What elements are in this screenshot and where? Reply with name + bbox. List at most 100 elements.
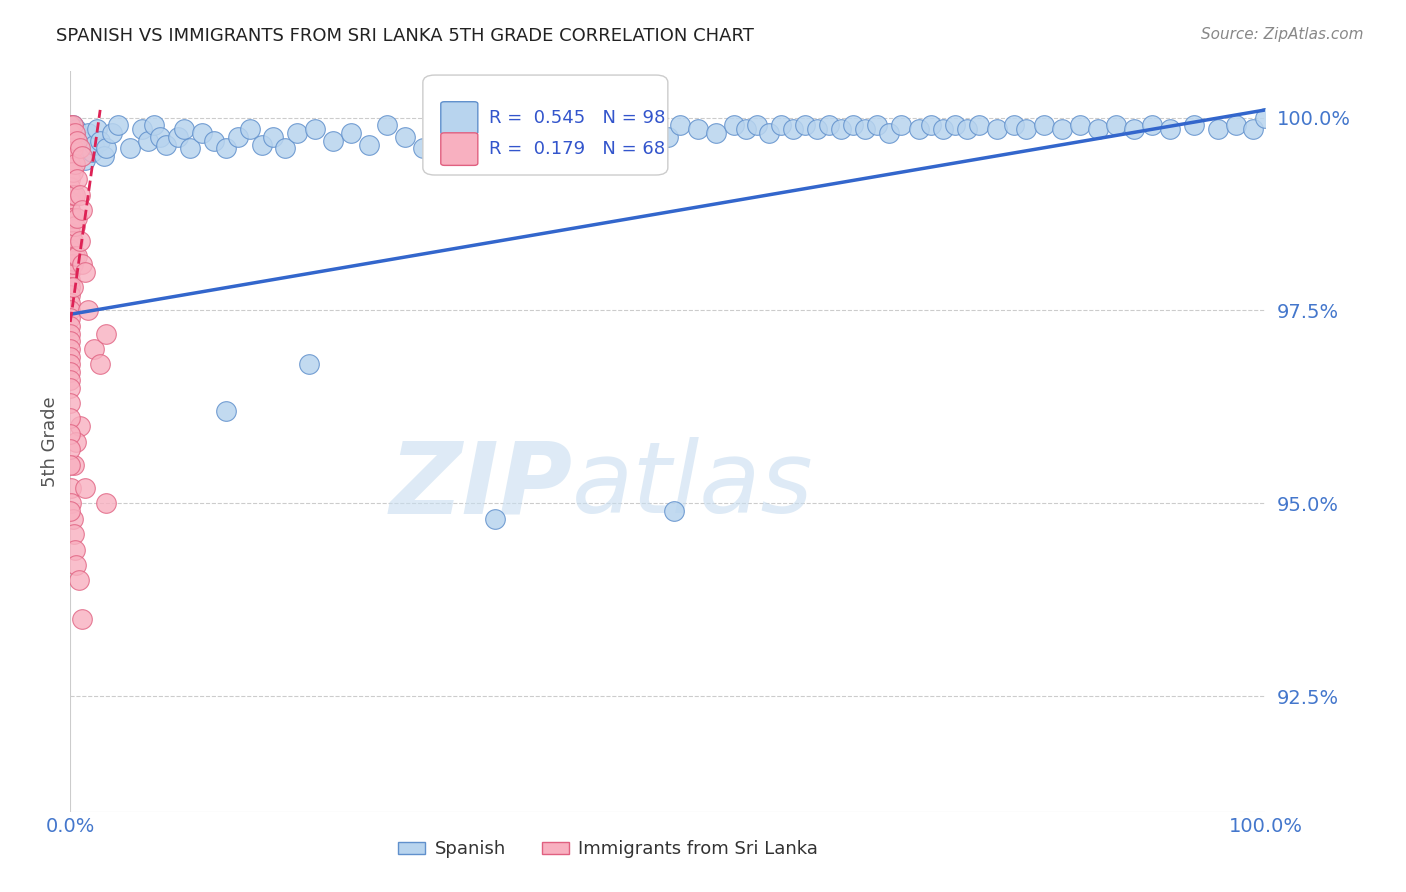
Point xyxy=(920,119,942,133)
Point xyxy=(298,358,321,372)
Point xyxy=(214,141,236,155)
Point xyxy=(173,122,195,136)
FancyBboxPatch shape xyxy=(441,102,478,135)
Point xyxy=(143,119,166,133)
Point xyxy=(60,496,83,510)
Point xyxy=(782,122,804,136)
Point xyxy=(758,126,780,140)
Point xyxy=(59,396,82,410)
Point xyxy=(86,122,108,136)
Point xyxy=(59,126,82,140)
Point xyxy=(63,129,86,144)
Point xyxy=(770,119,793,133)
Text: R =  0.179   N = 68: R = 0.179 N = 68 xyxy=(489,140,665,158)
Point xyxy=(943,119,966,133)
Point xyxy=(59,288,82,302)
Point xyxy=(394,129,416,144)
Point xyxy=(93,149,115,163)
Point xyxy=(59,234,82,248)
Point xyxy=(226,129,249,144)
Point xyxy=(59,272,82,286)
Point xyxy=(1225,119,1247,133)
Point xyxy=(502,122,524,136)
Point xyxy=(59,380,82,394)
Point xyxy=(830,122,852,136)
Point xyxy=(59,442,82,457)
Point xyxy=(519,134,541,148)
Point xyxy=(686,122,709,136)
Point xyxy=(59,303,82,318)
Point xyxy=(818,119,841,133)
Point xyxy=(633,126,655,140)
Point xyxy=(274,141,297,155)
Point xyxy=(430,122,453,136)
Point xyxy=(986,122,1008,136)
Point xyxy=(166,129,188,144)
Point xyxy=(69,234,91,248)
Point xyxy=(66,249,89,263)
Point xyxy=(250,137,273,152)
Point xyxy=(304,122,326,136)
Point xyxy=(70,149,93,163)
Point xyxy=(890,119,912,133)
Point xyxy=(967,119,990,133)
Point xyxy=(322,134,344,148)
Point xyxy=(723,119,745,133)
Point xyxy=(1004,119,1026,133)
Point xyxy=(1159,122,1181,136)
Point xyxy=(69,141,91,155)
Point xyxy=(59,219,82,233)
Point xyxy=(806,122,828,136)
Point xyxy=(59,265,82,279)
Point xyxy=(59,411,82,425)
Point xyxy=(62,119,84,133)
Text: Source: ZipAtlas.com: Source: ZipAtlas.com xyxy=(1201,27,1364,42)
Point xyxy=(191,126,214,140)
Point xyxy=(80,145,103,160)
Point xyxy=(63,219,86,233)
FancyBboxPatch shape xyxy=(423,75,668,175)
Point xyxy=(1015,122,1038,136)
Point xyxy=(59,326,82,341)
Point xyxy=(59,350,82,364)
Point xyxy=(59,172,82,186)
Point xyxy=(62,211,84,225)
Point xyxy=(59,157,82,171)
Point xyxy=(83,342,105,356)
Legend: Spanish, Immigrants from Sri Lanka: Spanish, Immigrants from Sri Lanka xyxy=(391,833,825,865)
Point xyxy=(1105,119,1128,133)
Text: ZIP: ZIP xyxy=(389,437,572,534)
Text: R =  0.545   N = 98: R = 0.545 N = 98 xyxy=(489,109,665,127)
Point xyxy=(73,265,96,279)
Point xyxy=(59,187,82,202)
Point xyxy=(59,141,82,155)
Point xyxy=(59,180,82,194)
Point xyxy=(609,122,631,136)
Point xyxy=(59,311,82,326)
Point xyxy=(63,157,86,171)
Point xyxy=(877,126,900,140)
Y-axis label: 5th Grade: 5th Grade xyxy=(41,396,59,487)
Point xyxy=(66,172,89,186)
Point xyxy=(66,211,89,225)
Point xyxy=(585,137,607,152)
Point xyxy=(59,242,82,256)
Point xyxy=(69,187,91,202)
Point xyxy=(340,126,363,140)
Point xyxy=(447,129,470,144)
Point xyxy=(59,227,82,241)
Point xyxy=(136,134,159,148)
Point xyxy=(59,119,82,133)
Point xyxy=(59,295,82,310)
Point xyxy=(484,511,506,525)
Point xyxy=(63,126,86,140)
Point xyxy=(69,141,91,155)
Point xyxy=(287,126,309,140)
Point xyxy=(63,527,86,541)
Point xyxy=(59,358,82,372)
Point xyxy=(1087,122,1109,136)
Point xyxy=(59,195,82,210)
Point xyxy=(62,280,84,294)
Point xyxy=(1182,119,1205,133)
Point xyxy=(179,141,201,155)
